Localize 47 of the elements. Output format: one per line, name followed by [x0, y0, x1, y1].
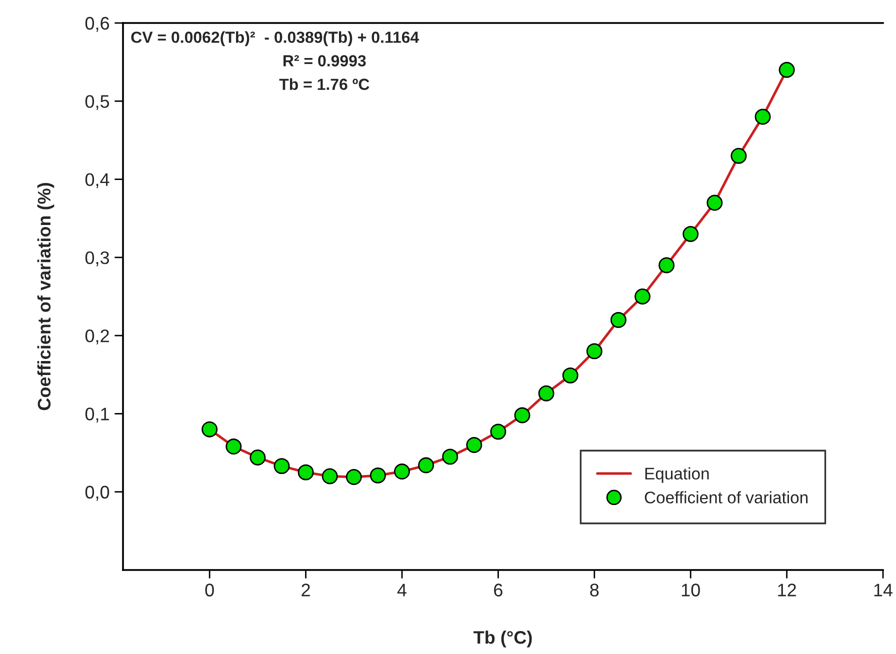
point — [562, 367, 578, 384]
point — [634, 288, 650, 304]
point — [706, 194, 723, 211]
y-tick-label: 0,0 — [85, 486, 110, 501]
point — [586, 343, 602, 360]
x-tick-label: 10 — [682, 584, 700, 596]
annotation: CV = 0.0062(Tb)² - 0.0389(Tb) + 0.1164 — [131, 31, 420, 46]
point — [610, 312, 626, 328]
point — [226, 438, 242, 455]
x-tick-label: 0 — [205, 584, 214, 596]
point — [514, 407, 530, 424]
x-tick-label: 6 — [494, 584, 502, 596]
point — [442, 448, 458, 465]
y-tick-label: 0,2 — [85, 330, 109, 344]
x-tick-label: 2 — [302, 584, 310, 596]
x-tick-label: 14 — [874, 584, 893, 596]
y-tick-label: 0,3 — [85, 251, 110, 266]
point — [682, 226, 699, 242]
point — [322, 468, 338, 484]
point — [370, 467, 386, 484]
point — [658, 257, 675, 274]
x-axis-title: Tb (°C) — [474, 630, 532, 648]
point — [754, 108, 771, 125]
x-tick-label: 12 — [778, 584, 796, 596]
legend-label: Coefficient of variation — [644, 491, 808, 504]
point — [730, 148, 747, 164]
point — [202, 421, 218, 438]
annotation: R² = 0.9993 — [284, 55, 366, 66]
legend-label: Equation — [645, 467, 709, 483]
point — [274, 458, 290, 474]
point — [418, 457, 434, 474]
point — [394, 464, 410, 480]
point — [538, 385, 554, 402]
annotation: Tb = 1.76 ºC — [279, 78, 370, 90]
point — [490, 424, 506, 440]
x-tick-label: 4 — [397, 584, 406, 596]
point — [466, 436, 482, 453]
y-tick-label: 0,1 — [85, 408, 109, 423]
y-tick-label: 0,5 — [85, 95, 110, 110]
y-axis-title: Coefficient of variation (%) — [37, 183, 54, 410]
point — [778, 62, 795, 78]
x-tick-label: 8 — [590, 584, 599, 596]
point — [298, 464, 314, 480]
point — [346, 469, 362, 485]
y-tick-label: 0,4 — [85, 173, 110, 188]
point — [250, 449, 266, 466]
y-tick-label: 0,6 — [85, 16, 110, 32]
